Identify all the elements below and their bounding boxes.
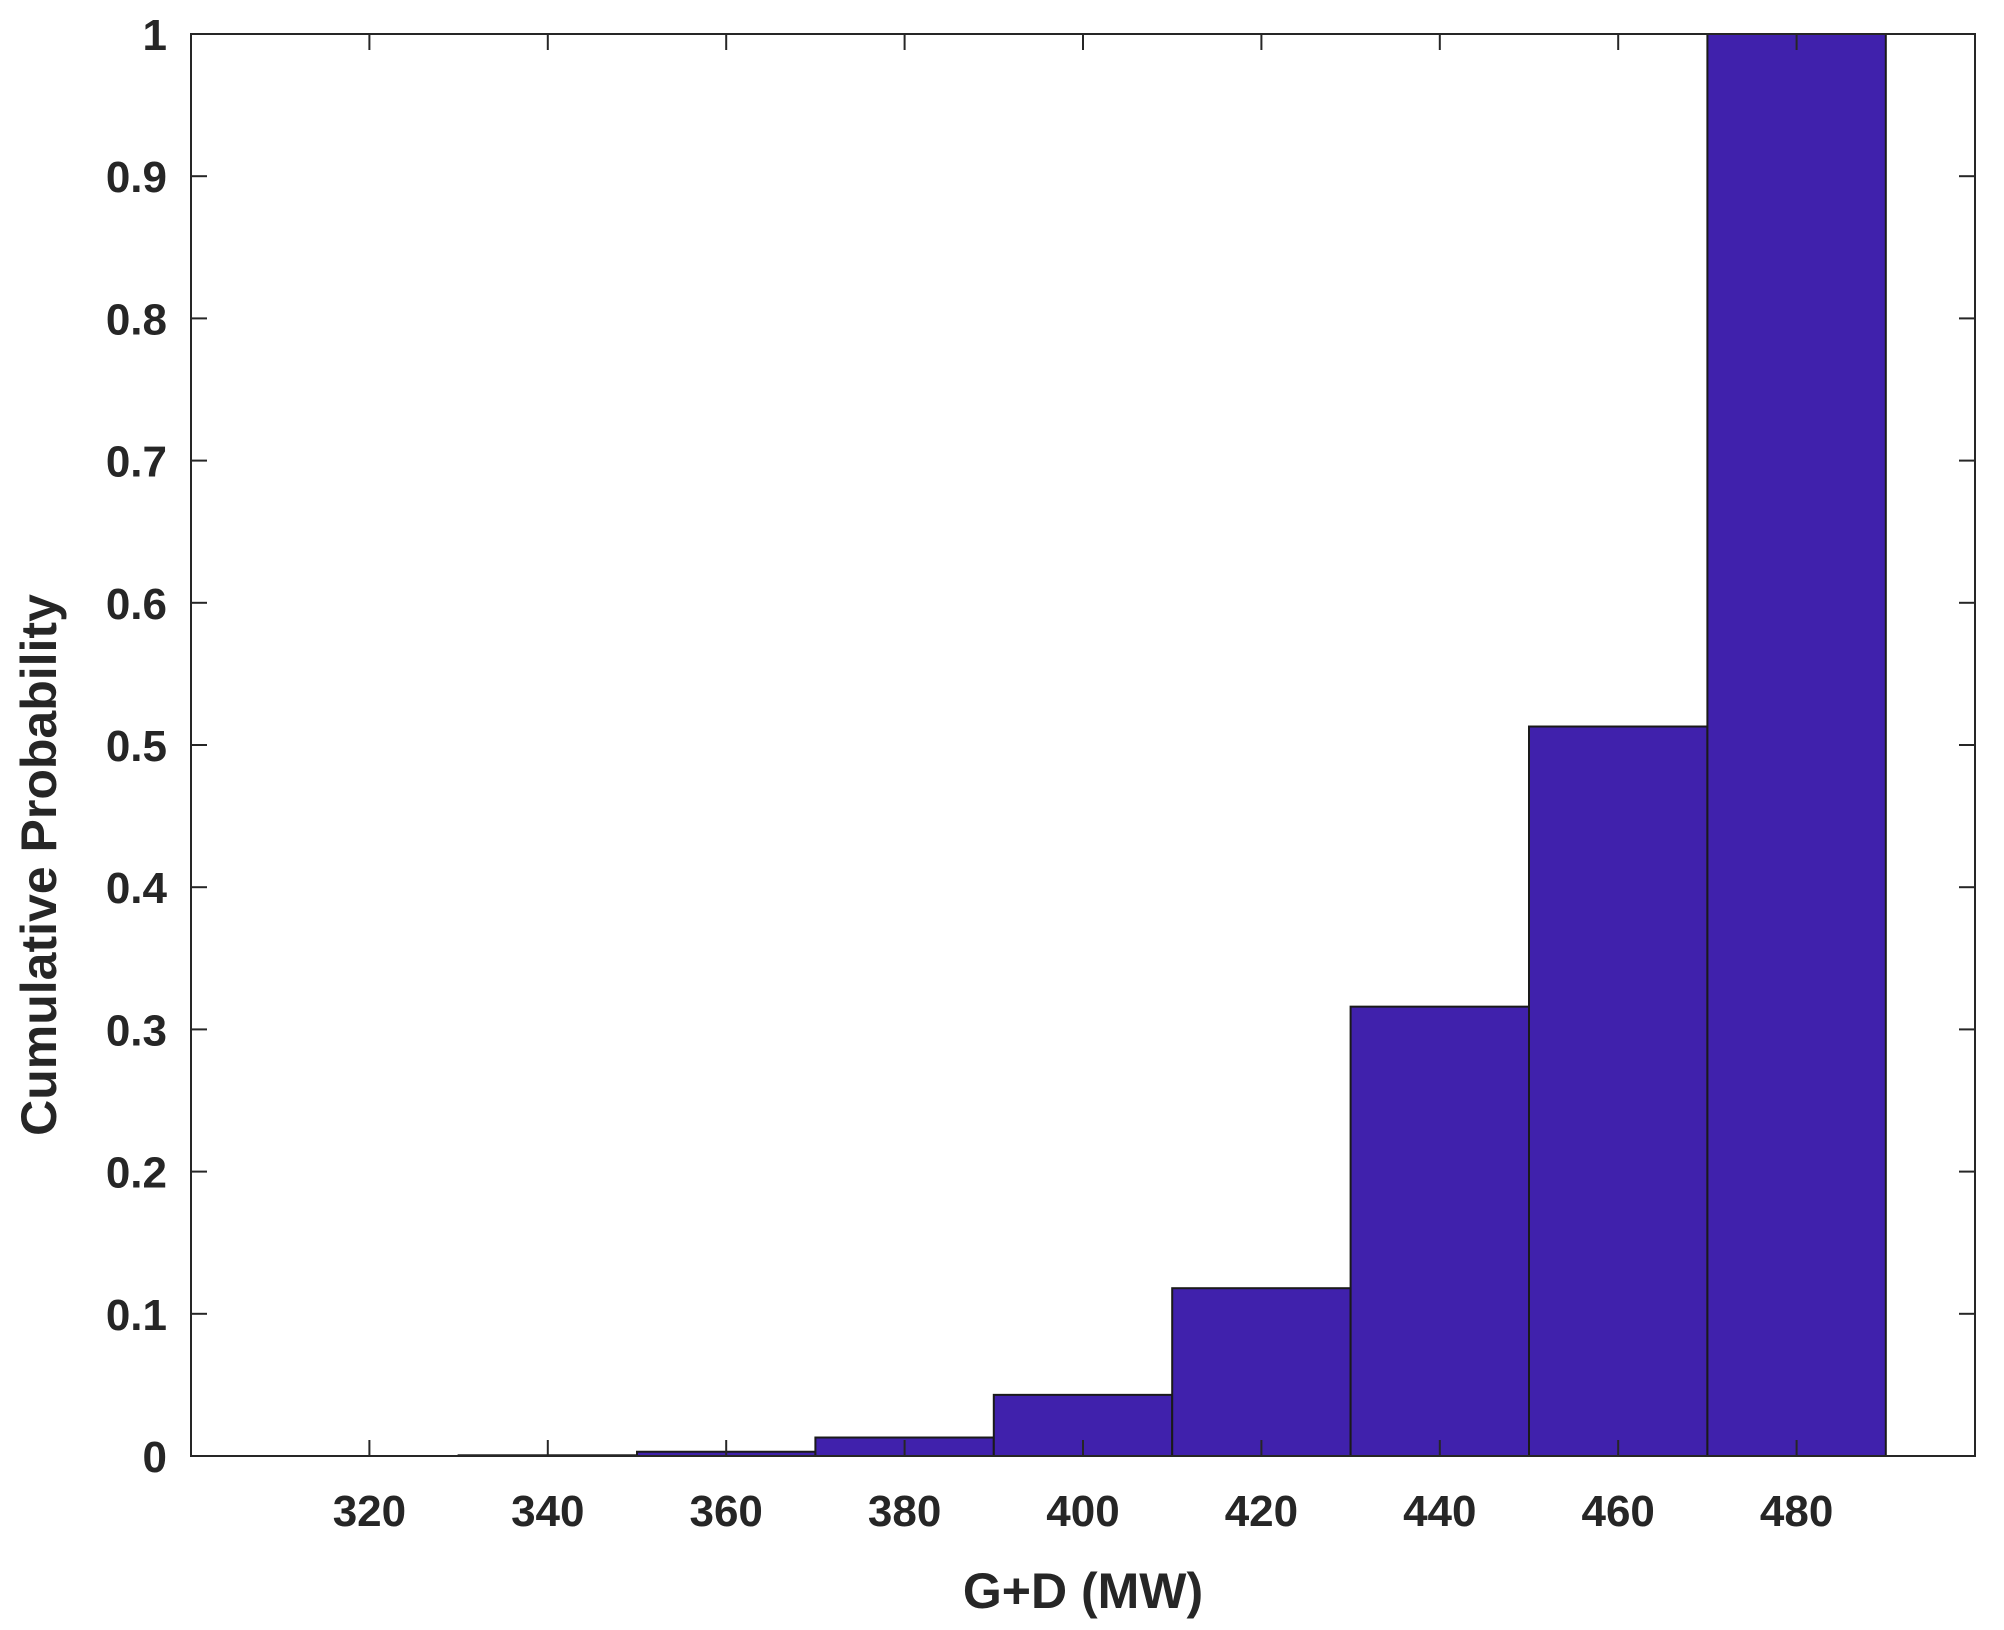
x-tick-label-3: 380 bbox=[868, 1487, 941, 1536]
x-axis-label: G+D (MW) bbox=[963, 1563, 1203, 1619]
bar-8 bbox=[1706, 33, 1887, 1457]
y-tick-label-0: 0 bbox=[143, 1433, 167, 1482]
y-tick-label-7: 0.7 bbox=[106, 438, 167, 487]
bars-group bbox=[279, 33, 1887, 1458]
x-tick-label-2: 360 bbox=[689, 1487, 762, 1536]
x-tick-label-1: 340 bbox=[511, 1487, 584, 1536]
x-tick-label-5: 420 bbox=[1225, 1487, 1298, 1536]
x-tick-label-6: 440 bbox=[1403, 1487, 1476, 1536]
ticks-group: 320 340 360 380 400 420 440 460 480 0 0.1 0.2 0.3 0.4… bbox=[106, 11, 1975, 1536]
y-tick-label-6: 0.6 bbox=[106, 580, 167, 629]
y-tick-label-4: 0.4 bbox=[106, 864, 168, 913]
y-tick-label-2: 0.2 bbox=[106, 1149, 167, 1198]
bar-5 bbox=[1171, 1287, 1352, 1457]
bar-7 bbox=[1528, 725, 1709, 1457]
y-tick-label-9: 0.9 bbox=[106, 153, 167, 202]
y-tick-label-1: 0.1 bbox=[106, 1291, 167, 1340]
y-tick-label-5: 0.5 bbox=[106, 722, 167, 771]
x-tick-label-7: 460 bbox=[1581, 1487, 1654, 1536]
x-tick-label-0: 320 bbox=[333, 1487, 406, 1536]
y-axis-label: Cumulative Probability bbox=[11, 594, 67, 1136]
x-tick-label-4: 400 bbox=[1046, 1487, 1119, 1536]
x-tick-label-8: 480 bbox=[1760, 1487, 1833, 1536]
y-tick-label-3: 0.3 bbox=[106, 1006, 167, 1055]
y-tick-label-8: 0.8 bbox=[106, 295, 167, 344]
bar-6 bbox=[1349, 1005, 1530, 1457]
y-tick-label-10: 1 bbox=[143, 11, 167, 60]
